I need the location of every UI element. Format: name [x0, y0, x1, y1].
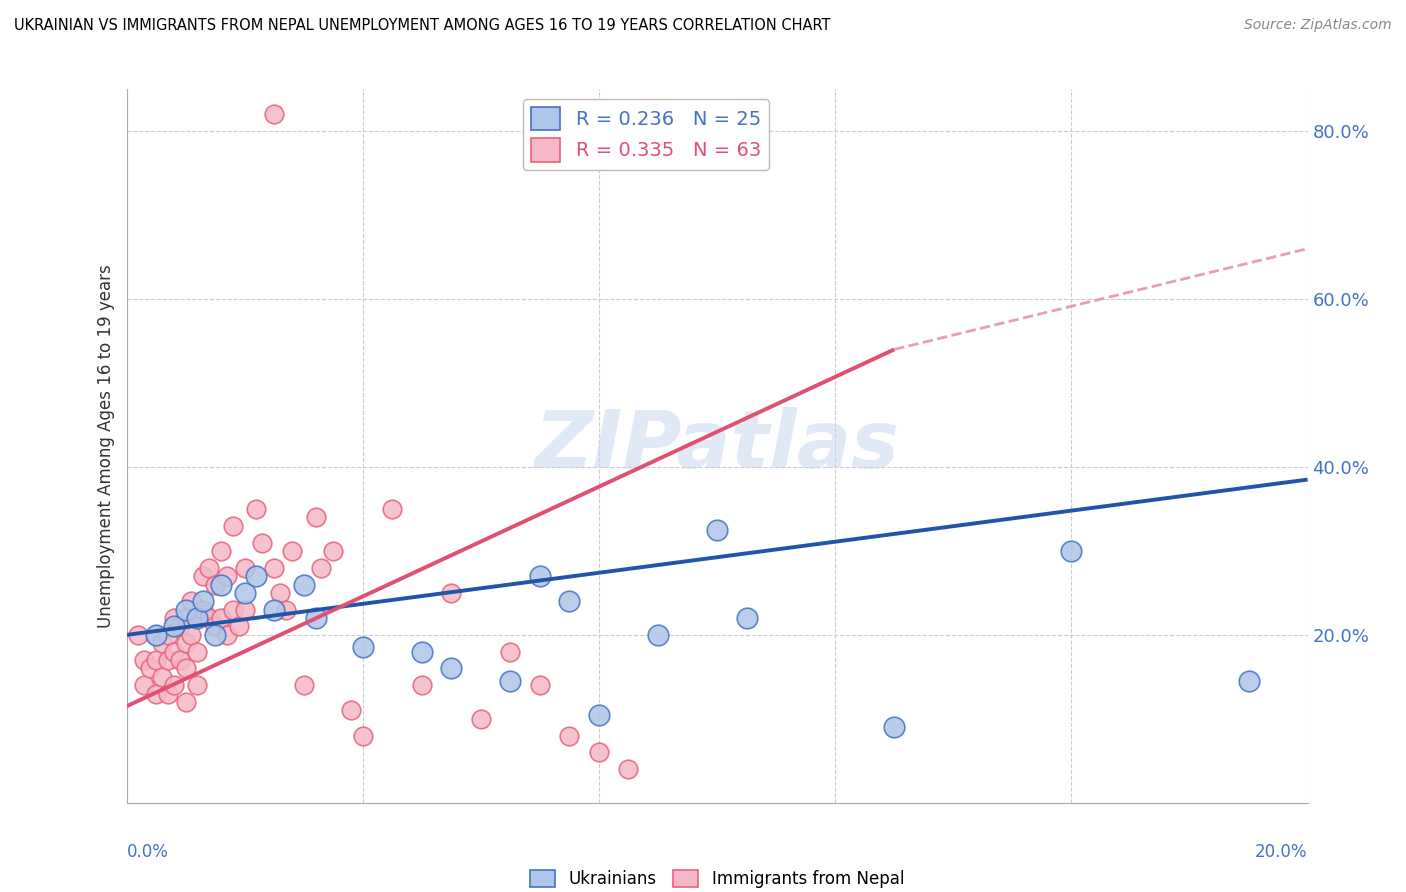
Point — [252, 535, 274, 549]
Point — [163, 645, 186, 659]
Point — [198, 611, 221, 625]
Point — [245, 569, 267, 583]
Legend: Ukrainians, Immigrants from Nepal: Ukrainians, Immigrants from Nepal — [523, 863, 911, 892]
Text: UKRAINIAN VS IMMIGRANTS FROM NEPAL UNEMPLOYMENT AMONG AGES 16 TO 19 YEARS CORREL: UKRAINIAN VS IMMIGRANTS FROM NEPAL UNEMP… — [14, 18, 831, 33]
Point — [558, 729, 581, 743]
Point — [381, 502, 404, 516]
Point — [558, 594, 581, 608]
Point — [209, 611, 232, 625]
Point — [228, 619, 250, 633]
Point — [134, 653, 156, 667]
Point — [215, 628, 238, 642]
Text: Source: ZipAtlas.com: Source: ZipAtlas.com — [1244, 18, 1392, 32]
Point — [150, 670, 173, 684]
Point — [440, 661, 463, 675]
Text: ZIPatlas: ZIPatlas — [534, 407, 900, 485]
Point — [588, 746, 610, 760]
Point — [145, 687, 167, 701]
Text: 20.0%: 20.0% — [1256, 843, 1308, 861]
Point — [529, 678, 551, 692]
Point — [304, 510, 326, 524]
Point — [186, 645, 208, 659]
Point — [163, 611, 186, 625]
Point — [156, 628, 179, 642]
Point — [174, 636, 197, 650]
Point — [292, 678, 315, 692]
Point — [193, 569, 215, 583]
Point — [263, 603, 285, 617]
Point — [233, 586, 256, 600]
Point — [204, 628, 226, 642]
Point — [174, 603, 197, 617]
Y-axis label: Unemployment Among Ages 16 to 19 years: Unemployment Among Ages 16 to 19 years — [97, 264, 115, 628]
Point — [529, 569, 551, 583]
Point — [440, 586, 463, 600]
Text: 0.0%: 0.0% — [127, 843, 169, 861]
Point — [263, 560, 285, 574]
Point — [499, 674, 522, 689]
Point — [617, 762, 640, 776]
Point — [186, 611, 208, 625]
Point — [233, 603, 256, 617]
Point — [193, 603, 215, 617]
Point — [647, 628, 669, 642]
Point — [163, 619, 186, 633]
Point — [163, 678, 186, 692]
Point — [222, 603, 245, 617]
Point — [174, 611, 197, 625]
Point — [180, 628, 202, 642]
Point — [292, 577, 315, 591]
Point — [222, 518, 245, 533]
Point — [352, 729, 374, 743]
Point — [269, 586, 291, 600]
Point — [169, 653, 191, 667]
Point — [204, 619, 226, 633]
Point — [145, 653, 167, 667]
Point — [281, 544, 304, 558]
Point — [274, 603, 297, 617]
Point — [139, 661, 162, 675]
Point — [193, 594, 215, 608]
Point — [186, 678, 208, 692]
Point — [245, 502, 267, 516]
Point — [1060, 544, 1083, 558]
Point — [588, 707, 610, 722]
Point — [340, 703, 363, 717]
Point — [411, 645, 433, 659]
Point — [215, 569, 238, 583]
Point — [263, 107, 285, 121]
Point — [145, 628, 167, 642]
Point — [735, 611, 758, 625]
Point — [470, 712, 492, 726]
Point — [322, 544, 344, 558]
Point — [233, 560, 256, 574]
Point — [156, 687, 179, 701]
Point — [169, 619, 191, 633]
Point — [311, 560, 333, 574]
Point — [352, 640, 374, 655]
Point — [209, 577, 232, 591]
Point — [145, 628, 167, 642]
Point — [883, 720, 905, 734]
Point — [198, 560, 221, 574]
Point — [180, 594, 202, 608]
Point — [499, 645, 522, 659]
Point — [411, 678, 433, 692]
Point — [209, 544, 232, 558]
Point — [174, 661, 197, 675]
Point — [186, 611, 208, 625]
Point — [174, 695, 197, 709]
Point — [1237, 674, 1260, 689]
Point — [204, 577, 226, 591]
Point — [150, 636, 173, 650]
Point — [156, 653, 179, 667]
Point — [127, 628, 149, 642]
Point — [706, 523, 728, 537]
Point — [134, 678, 156, 692]
Point — [304, 611, 326, 625]
